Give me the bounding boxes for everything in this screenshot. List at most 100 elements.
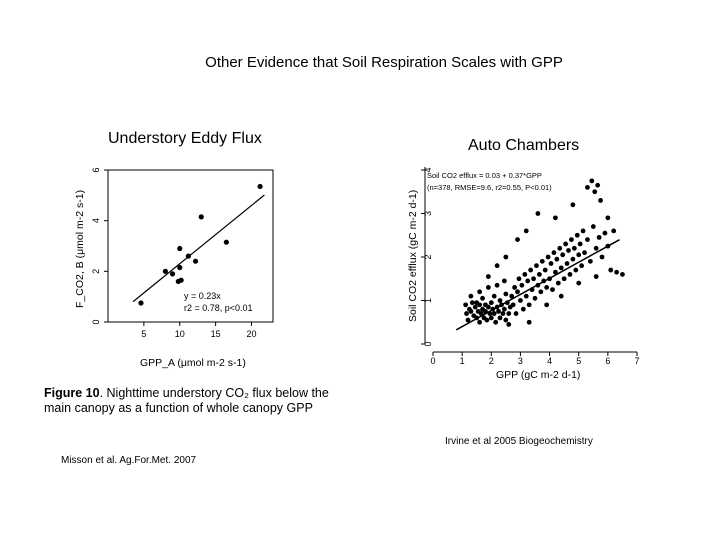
right-y-ticks: 0 1 2 3 4 bbox=[421, 167, 433, 347]
right-data-point bbox=[512, 285, 517, 290]
right-data-point bbox=[573, 267, 579, 273]
right-points bbox=[463, 178, 625, 327]
right-data-point bbox=[528, 267, 534, 273]
figure-caption-bold: Figure 10 bbox=[44, 386, 100, 400]
right-data-point bbox=[502, 278, 507, 284]
right-data-point bbox=[608, 267, 614, 273]
right-data-point bbox=[570, 202, 576, 208]
right-data-point bbox=[553, 269, 558, 275]
left-x-tick-label: 5 bbox=[141, 329, 146, 339]
left-x-ticks: 5 10 15 20 bbox=[141, 322, 256, 339]
right-source-citation: Irvine et al 2005 Biogeochemistry bbox=[445, 436, 593, 447]
left-data-point bbox=[257, 183, 263, 190]
right-data-point bbox=[536, 272, 542, 277]
left-x-axis-label: GPP_A (μmol m-2 s-1) bbox=[140, 357, 246, 369]
right-data-point bbox=[506, 322, 512, 327]
right-data-point bbox=[576, 280, 582, 286]
right-data-point bbox=[542, 267, 548, 273]
right-data-point bbox=[561, 276, 567, 282]
right-data-point bbox=[605, 215, 611, 221]
left-y-tick-label: 0 bbox=[91, 319, 101, 324]
right-x-tick-label: 1 bbox=[460, 356, 465, 366]
right-data-point bbox=[500, 311, 506, 316]
left-data-point bbox=[198, 214, 204, 220]
right-x-tick-label: 4 bbox=[547, 356, 552, 366]
right-data-point bbox=[579, 263, 585, 269]
right-data-point bbox=[589, 178, 595, 184]
right-data-point bbox=[522, 272, 528, 277]
right-data-point bbox=[485, 304, 491, 310]
right-data-point bbox=[554, 256, 560, 262]
auto-chambers-chart: 0 1 2 3 4 5 6 7 0 1 2 3 4 Soil CO2 efflux = 0.03 + … bbox=[407, 167, 640, 381]
right-data-point bbox=[532, 295, 538, 301]
right-data-point bbox=[596, 235, 602, 240]
right-y-tick-label: 1 bbox=[423, 298, 433, 303]
right-data-point bbox=[535, 211, 541, 216]
right-data-point bbox=[585, 237, 590, 243]
right-y-tick-label: 3 bbox=[423, 211, 433, 216]
left-y-tick-label: 6 bbox=[91, 167, 101, 172]
right-chart-heading: Auto Chambers bbox=[468, 137, 580, 154]
right-x-tick-label: 0 bbox=[430, 356, 435, 366]
right-data-point bbox=[484, 317, 490, 323]
right-data-point bbox=[545, 254, 551, 260]
right-data-point bbox=[587, 258, 593, 264]
left-data-point bbox=[169, 271, 176, 277]
right-data-point bbox=[491, 311, 497, 316]
right-data-point bbox=[468, 308, 474, 314]
right-data-point bbox=[571, 245, 577, 251]
right-data-point bbox=[614, 269, 619, 275]
right-equation: Soil CO2 efflux = 0.03 + 0.37*GPP bbox=[427, 171, 542, 180]
right-data-point bbox=[515, 289, 520, 295]
left-x-tick-label: 10 bbox=[175, 329, 185, 339]
right-data-point bbox=[544, 285, 550, 290]
right-data-point bbox=[598, 198, 603, 203]
right-data-point bbox=[485, 285, 491, 290]
right-data-point bbox=[464, 311, 469, 316]
right-data-point bbox=[494, 282, 500, 288]
right-data-point bbox=[497, 315, 503, 321]
left-data-point bbox=[185, 253, 191, 259]
right-data-point bbox=[488, 315, 494, 321]
right-data-point bbox=[592, 189, 598, 195]
right-data-point bbox=[503, 254, 509, 260]
right-data-point bbox=[590, 224, 596, 229]
right-y-tick-label: 2 bbox=[423, 254, 433, 259]
right-data-point bbox=[518, 298, 523, 303]
right-data-point bbox=[593, 274, 599, 279]
right-data-point bbox=[577, 241, 583, 247]
left-fit-line bbox=[132, 194, 265, 303]
right-data-point bbox=[497, 298, 503, 303]
right-data-point bbox=[576, 252, 582, 258]
right-data-point bbox=[509, 293, 515, 299]
right-data-point bbox=[516, 276, 522, 282]
right-data-point bbox=[611, 228, 617, 234]
right-data-point bbox=[563, 241, 568, 247]
right-data-point bbox=[585, 185, 590, 190]
right-data-point bbox=[553, 215, 558, 221]
right-data-point bbox=[510, 302, 516, 308]
right-data-point bbox=[558, 265, 564, 271]
right-data-point bbox=[538, 289, 544, 295]
left-x-tick-label: 20 bbox=[246, 329, 256, 339]
left-equation: y = 0.23x bbox=[184, 291, 221, 301]
right-data-point bbox=[488, 300, 494, 306]
right-x-tick-label: 5 bbox=[576, 356, 581, 366]
right-data-point bbox=[477, 289, 483, 295]
right-data-point bbox=[564, 261, 570, 266]
left-data-point bbox=[177, 245, 183, 252]
right-data-point bbox=[523, 293, 529, 299]
right-data-point bbox=[520, 306, 526, 312]
right-data-point bbox=[480, 295, 485, 301]
right-data-point bbox=[503, 291, 509, 297]
right-data-point bbox=[569, 237, 574, 243]
right-data-point bbox=[469, 300, 475, 306]
right-data-point bbox=[593, 245, 599, 251]
right-data-point bbox=[599, 254, 605, 260]
right-data-point bbox=[526, 302, 532, 308]
figure-caption-line1: . Nighttime understory CO₂ flux below th… bbox=[99, 386, 329, 400]
right-data-point bbox=[570, 256, 576, 262]
right-data-point bbox=[493, 319, 499, 325]
right-data-point bbox=[477, 319, 483, 325]
